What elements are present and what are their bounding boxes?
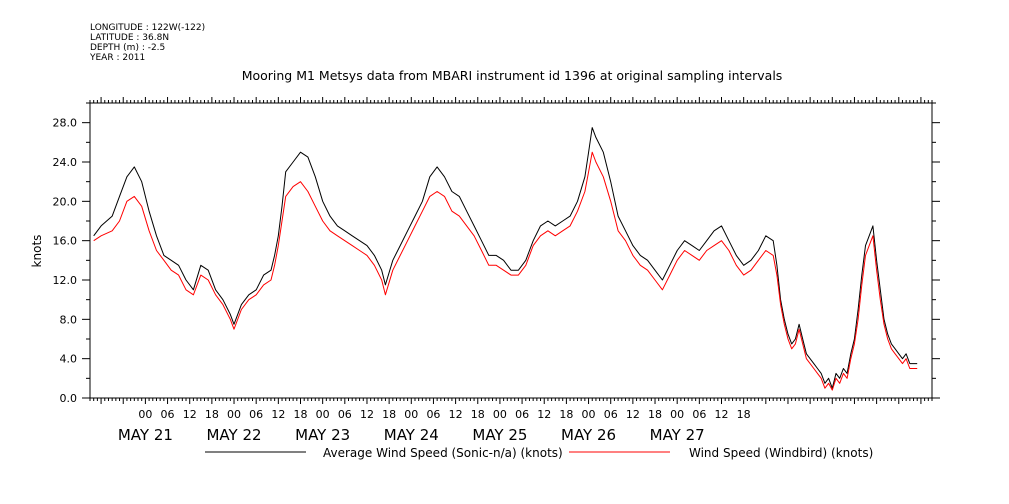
day-label: MAY 27 (650, 426, 705, 444)
legend-label-average-wind-speed: Average Wind Speed (Sonic-n/a) (knots) (323, 446, 563, 460)
x-tick-labels: 00 06 12 18 00 06 12 18 00 06 12 18 00 06 12 18 00 06 12 18… (138, 408, 750, 421)
x-tick-label: 18 (471, 408, 485, 421)
x-tick-label: 18 (648, 408, 662, 421)
legend: Average Wind Speed (Sonic-n/a) (knots) W… (205, 446, 873, 460)
x-tick-label: 12 (626, 408, 640, 421)
longitude-label: LONGITUDE : 122W(-122) (90, 23, 205, 33)
series-line-windbird (93, 151, 918, 391)
y-tick-label: 24.0 (53, 156, 78, 169)
x-tick-label: 06 (161, 408, 175, 421)
y-tick-label: 12.0 (53, 274, 78, 287)
y-axis-label: knots (30, 235, 44, 268)
y-tick-label: 4.0 (60, 353, 78, 366)
day-label: MAY 25 (472, 426, 527, 444)
series-line-average-wind-speed (93, 127, 918, 389)
day-label: MAY 23 (295, 426, 350, 444)
day-label: MAY 22 (206, 426, 261, 444)
day-label: MAY 24 (384, 426, 439, 444)
x-tick-label: 12 (183, 408, 197, 421)
y-tick-label: 8.0 (60, 313, 78, 326)
x-tick-label: 18 (205, 408, 219, 421)
x-tick-label: 06 (426, 408, 440, 421)
x-tick-label: 18 (559, 408, 573, 421)
x-tick-label: 06 (692, 408, 706, 421)
day-labels: MAY 21 MAY 22 MAY 23 MAY 24 MAY 25 MAY 26 MAY … (118, 426, 705, 444)
y-tick-label: 0.0 (60, 392, 78, 405)
x-tick-label: 00 (227, 408, 241, 421)
plot-frame (89, 102, 933, 399)
latitude-label: LATITUDE : 36.8N (90, 33, 169, 43)
metadata-block: LONGITUDE : 122W(-122) LATITUDE : 36.8N … (89, 23, 205, 63)
year-label: YEAR : 2011 (89, 53, 145, 63)
x-tick-label: 00 (316, 408, 330, 421)
x-tick-label: 00 (493, 408, 507, 421)
x-tick-label: 12 (449, 408, 463, 421)
x-tick-label: 18 (737, 408, 751, 421)
day-label: MAY 26 (561, 426, 616, 444)
y-tick-label: 28.0 (53, 117, 78, 130)
x-tick-label: 06 (604, 408, 618, 421)
y-tick-labels: 0.0 4.0 8.0 12.0 16.0 20.0 24.0 28.0 (53, 117, 78, 405)
y-tick-label: 20.0 (53, 195, 78, 208)
day-label: MAY 21 (118, 426, 173, 444)
x-tick-label: 06 (515, 408, 529, 421)
x-tick-label: 12 (360, 408, 374, 421)
x-tick-label: 12 (715, 408, 729, 421)
x-tick-label: 00 (670, 408, 684, 421)
x-tick-label: 06 (338, 408, 352, 421)
x-tick-label: 12 (537, 408, 551, 421)
x-tick-label: 00 (404, 408, 418, 421)
depth-label: DEPTH (m) : -2.5 (90, 43, 165, 53)
y-tick-label: 16.0 (53, 235, 78, 248)
axis-ticks (82, 97, 940, 404)
x-tick-label: 18 (382, 408, 396, 421)
x-tick-label: 12 (271, 408, 285, 421)
x-tick-label: 00 (582, 408, 596, 421)
x-tick-label: 00 (138, 408, 152, 421)
series-lines (93, 127, 918, 391)
x-tick-label: 18 (294, 408, 308, 421)
chart-title: Mooring M1 Metsys data from MBARI instru… (242, 68, 783, 83)
legend-label-windbird: Wind Speed (Windbird) (knots) (689, 446, 873, 460)
x-tick-label: 06 (249, 408, 263, 421)
